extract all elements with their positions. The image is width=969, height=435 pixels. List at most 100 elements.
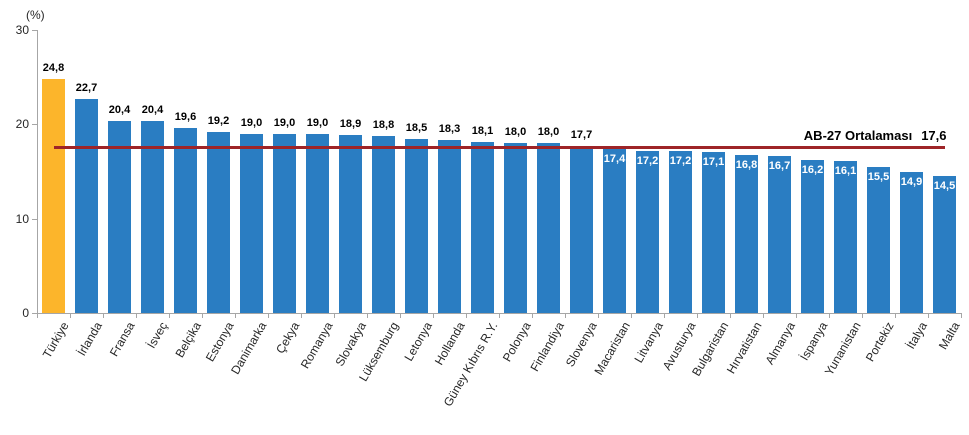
bar	[900, 172, 923, 313]
bar-value-label: 18,5	[405, 121, 428, 134]
y-tick	[32, 313, 37, 314]
bar-value-label: 22,7	[75, 81, 98, 94]
bar-value-label: 19,6	[174, 111, 197, 124]
x-tick	[103, 313, 104, 318]
x-tick	[631, 313, 632, 318]
x-tick	[136, 313, 137, 318]
bar-value-label: 17,4	[603, 152, 626, 165]
x-tick	[895, 313, 896, 318]
bar	[273, 133, 296, 313]
bar-value-label: 18,0	[537, 126, 560, 139]
category-label: Letonya	[401, 319, 435, 364]
average-line-value: 17,6	[921, 127, 947, 143]
y-tick-label: 20	[15, 117, 29, 131]
bar-value-label: 16,8	[735, 158, 758, 171]
x-tick	[532, 313, 533, 318]
bar-value-label: 16,2	[801, 164, 824, 177]
bar	[801, 160, 824, 313]
x-tick	[928, 313, 929, 318]
bar	[933, 176, 956, 313]
bar	[603, 148, 626, 313]
bar-value-label: 19,0	[306, 116, 329, 129]
bar	[372, 135, 395, 313]
x-tick	[598, 313, 599, 318]
x-tick	[268, 313, 269, 318]
bar-value-label: 14,5	[933, 180, 956, 193]
bar-highlighted	[42, 79, 65, 313]
x-tick	[499, 313, 500, 318]
bar	[405, 138, 428, 313]
bar-value-label: 18,1	[471, 125, 494, 138]
category-label: Danimarka	[228, 319, 270, 377]
x-tick	[829, 313, 830, 318]
x-tick	[400, 313, 401, 318]
category-label: Belçika	[172, 319, 204, 361]
bar-value-label: 18,8	[372, 118, 395, 131]
bar	[438, 140, 461, 313]
bar-value-label: 19,2	[207, 114, 230, 127]
bar-value-label: 17,1	[702, 155, 725, 168]
y-tick-label: 10	[15, 212, 29, 226]
bar	[669, 150, 692, 313]
category-label: Almanya	[762, 319, 798, 367]
x-tick	[697, 313, 698, 318]
bar-value-label: 16,1	[834, 165, 857, 178]
bar	[834, 161, 857, 313]
category-label: Malta	[935, 319, 963, 352]
category-label: Slovenya	[562, 319, 600, 370]
category-label: İrlanda	[74, 319, 105, 359]
bar-value-label: 18,0	[504, 126, 527, 139]
category-label: Hırvatistan	[723, 319, 765, 377]
category-label: Fransa	[106, 319, 138, 359]
bar	[141, 120, 164, 313]
bar-value-label: 19,0	[273, 116, 296, 129]
y-tick	[32, 124, 37, 125]
bar	[504, 143, 527, 313]
x-tick	[862, 313, 863, 318]
bar	[471, 142, 494, 313]
bar	[735, 154, 758, 313]
x-tick	[202, 313, 203, 318]
category-label: Litvanya	[631, 319, 666, 366]
category-label: Polonya	[499, 319, 534, 365]
bar-value-label: 17,2	[636, 154, 659, 167]
average-line-label: AB-27 Ortalaması 17,6	[804, 128, 947, 143]
x-tick	[664, 313, 665, 318]
x-tick	[301, 313, 302, 318]
x-tick	[70, 313, 71, 318]
bar	[768, 155, 791, 313]
bar-value-label: 16,7	[768, 159, 791, 172]
bar-value-label: 17,2	[669, 154, 692, 167]
bar	[537, 143, 560, 313]
y-tick-label: 0	[22, 306, 29, 320]
bar-value-label: 20,4	[141, 103, 164, 116]
y-axis	[37, 30, 38, 313]
x-tick	[367, 313, 368, 318]
category-label: İspanya	[797, 319, 831, 363]
y-axis-unit-label: (%)	[26, 8, 45, 22]
category-label: İtalya	[903, 319, 930, 352]
x-tick	[796, 313, 797, 318]
category-label: Slovakya	[332, 319, 369, 369]
x-tick	[235, 313, 236, 318]
category-label: Estonya	[202, 319, 237, 365]
category-label: Çekya	[273, 319, 303, 356]
bar	[636, 150, 659, 313]
x-tick	[763, 313, 764, 318]
category-label: Portekiz	[862, 319, 897, 365]
bar-value-label: 24,8	[42, 62, 65, 75]
x-tick	[730, 313, 731, 318]
x-tick	[334, 313, 335, 318]
x-tick	[565, 313, 566, 318]
average-line-label-text: AB-27 Ortalaması	[803, 127, 913, 143]
bar	[867, 166, 890, 313]
bar	[339, 134, 362, 313]
y-tick-label: 30	[15, 23, 29, 37]
category-label: İsveç	[144, 319, 171, 351]
bar-value-label: 15,5	[867, 170, 890, 183]
y-tick	[32, 30, 37, 31]
bar-value-label: 18,3	[438, 123, 461, 136]
bar	[174, 128, 197, 313]
x-tick	[37, 313, 38, 318]
